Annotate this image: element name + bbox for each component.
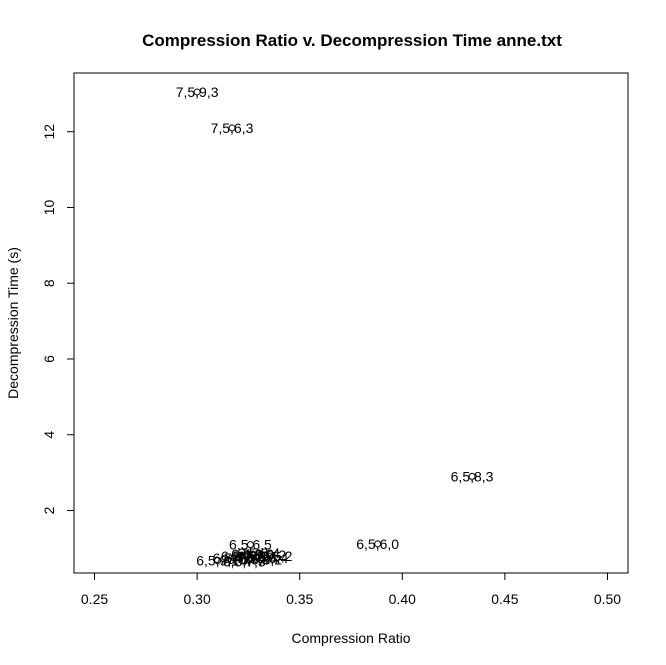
point-label: 6,5,8,2 — [239, 552, 282, 568]
point-label: 6,5,8,4 — [237, 545, 280, 561]
point-label: 6,5,9,2 — [243, 547, 286, 563]
data-point: 7,5,6,3 — [211, 120, 254, 136]
data-point: 6,5,6,5 — [229, 537, 272, 553]
data-point: 6,5,8,4 — [237, 545, 280, 561]
y-tick-label: 4 — [41, 431, 57, 439]
data-point: 6,5,7,3 — [223, 553, 266, 569]
x-tick-label: 0.50 — [594, 591, 621, 607]
point-marker — [255, 549, 263, 557]
y-tick-label: 12 — [41, 124, 57, 140]
point-marker — [246, 541, 254, 549]
point-label: 7,5,6,3 — [211, 120, 254, 136]
point-marker — [240, 557, 248, 565]
y-axis-label: Decompression Time (s) — [5, 247, 21, 399]
x-tick-label: 0.25 — [81, 591, 108, 607]
y-tick-label: 8 — [41, 279, 57, 287]
x-tick-label: 0.40 — [389, 591, 416, 607]
point-label: 6,5,7,1 — [221, 548, 264, 564]
data-point: 6,5,8,3 — [451, 468, 494, 484]
point-label: 7,5,9,3 — [176, 84, 219, 100]
point-marker — [468, 472, 476, 480]
point-marker — [230, 554, 238, 562]
y-tick-label: 6 — [41, 355, 57, 363]
data-point: 6,5,9,1 — [196, 553, 239, 569]
x-tick-label: 0.35 — [286, 591, 313, 607]
point-marker — [214, 557, 222, 564]
point-label: 6,5,7,3 — [223, 553, 266, 569]
y-axis: 2 4 6 8 10 12 — [41, 124, 75, 514]
point-marker — [244, 555, 252, 563]
plot-frame — [73, 72, 629, 574]
data-points: 7,5,9,3 7,5,6,3 6,5,8,3 6,5,6,0 6,5,6,56,5,9… — [176, 84, 494, 569]
point-marker — [374, 540, 382, 548]
y-tick-label: 2 — [41, 506, 57, 514]
point-marker — [257, 556, 265, 564]
y-tick-label: 10 — [41, 199, 57, 215]
chart-title: Compression Ratio v. Decompression Time … — [142, 31, 562, 50]
x-axis-label: Compression Ratio — [291, 630, 410, 646]
x-axis: 0.25 0.30 0.35 0.40 0.45 0.50 — [81, 572, 621, 607]
data-point: 7,5,9,3 — [176, 84, 219, 100]
point-label: 6,5,8,3 — [451, 468, 494, 484]
point-label: 6,5,6,2 — [250, 548, 293, 564]
data-point: 6,5,8,2 — [239, 552, 282, 568]
data-point: 6,5,6,2 — [250, 548, 293, 564]
point-label: 6,5,9,1 — [196, 553, 239, 569]
point-marker — [193, 88, 201, 96]
point-label: 6,5,6,5 — [229, 537, 272, 553]
x-tick-label: 0.45 — [491, 591, 518, 607]
point-label: 6,5,6,0 — [356, 536, 399, 552]
point-marker — [267, 552, 275, 560]
point-marker — [263, 554, 271, 562]
data-point: 6,5,6,0 — [356, 536, 399, 552]
x-tick-label: 0.30 — [183, 591, 210, 607]
point-marker — [228, 124, 236, 132]
